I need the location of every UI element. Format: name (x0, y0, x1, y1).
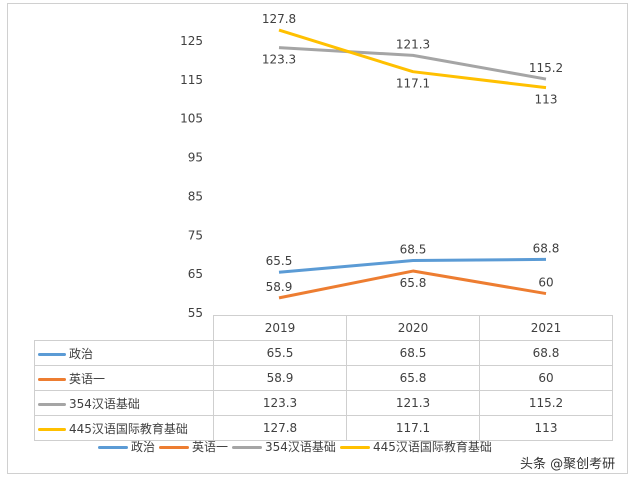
data-table: 2019 2020 2021 政治 65.5 68.5 68.8 英语一 58.9 65.8 60 3… (34, 315, 613, 441)
table-cell: 121.3 (346, 390, 480, 416)
legend-swatch (98, 446, 128, 449)
table-cell: 68.8 (479, 340, 613, 366)
legend-swatch (232, 446, 263, 449)
data-label: 123.3 (262, 53, 296, 67)
data-label: 60 (538, 276, 553, 290)
x-tick-label: 2020 (346, 315, 480, 341)
table-cell: 65.5 (213, 340, 347, 366)
legend-swatch (159, 446, 190, 449)
y-tick-label: 95 (188, 151, 203, 165)
y-tick-label: 125 (180, 34, 203, 48)
table-row: 英语一 58.9 65.8 60 (34, 365, 613, 391)
legend-swatch (38, 402, 66, 406)
table-cell: 65.8 (346, 365, 480, 391)
data-label: 113 (535, 93, 558, 107)
table-header-row: 2019 2020 2021 (34, 315, 613, 341)
y-tick-label: 115 (180, 73, 203, 87)
data-label: 115.2 (529, 61, 563, 75)
y-tick-label: 65 (188, 267, 203, 281)
legend-swatch (38, 427, 66, 431)
legend-swatch (38, 377, 66, 381)
data-label: 68.8 (533, 241, 560, 255)
y-tick-label: 85 (188, 189, 203, 203)
data-label: 65.8 (400, 276, 427, 290)
series-label: 英语一 (34, 365, 214, 391)
x-tick-label: 2019 (213, 315, 347, 341)
legend-swatch (339, 446, 370, 449)
table-cell: 60 (479, 365, 613, 391)
series-line (278, 257, 547, 274)
data-label: 127.8 (262, 12, 296, 26)
table-cell: 58.9 (213, 365, 347, 391)
legend-item: 445汉语国际教育基础 (339, 438, 492, 455)
x-tick-label: 2021 (479, 315, 613, 341)
table-row: 354汉语基础 123.3 121.3 115.2 (34, 390, 613, 416)
table-cell: 127.8 (213, 415, 347, 441)
data-label: 68.5 (400, 243, 427, 257)
legend: 政治 英语一 354汉语基础 445汉语国际教育基础 (98, 438, 492, 455)
legend-item: 英语一 (159, 438, 228, 455)
series-label: 354汉语基础 (34, 390, 214, 416)
series-label: 政治 (34, 340, 214, 366)
legend-item: 354汉语基础 (232, 438, 336, 455)
table-row: 445汉语国际教育基础 127.8 117.1 113 (34, 415, 613, 441)
y-tick-label: 105 (180, 112, 203, 126)
legend-swatch (38, 352, 66, 356)
table-cell: 123.3 (213, 390, 347, 416)
data-label: 65.5 (266, 254, 293, 268)
series-label: 445汉语国际教育基础 (34, 415, 214, 441)
table-cell: 115.2 (479, 390, 613, 416)
table-row: 政治 65.5 68.5 68.8 (34, 340, 613, 366)
series-line (278, 28, 547, 90)
legend-item: 政治 (98, 438, 155, 455)
series-line (278, 46, 547, 81)
series-line (278, 269, 547, 300)
table-cell: 117.1 (346, 415, 480, 441)
data-label: 117.1 (396, 77, 430, 91)
data-label: 121.3 (396, 37, 430, 51)
chart-frame (7, 3, 628, 474)
y-tick-label: 75 (188, 228, 203, 242)
watermark: 头条 @聚创考研 (520, 457, 616, 472)
table-cell: 68.5 (346, 340, 480, 366)
data-label: 58.9 (266, 280, 293, 294)
table-cell: 113 (479, 415, 613, 441)
